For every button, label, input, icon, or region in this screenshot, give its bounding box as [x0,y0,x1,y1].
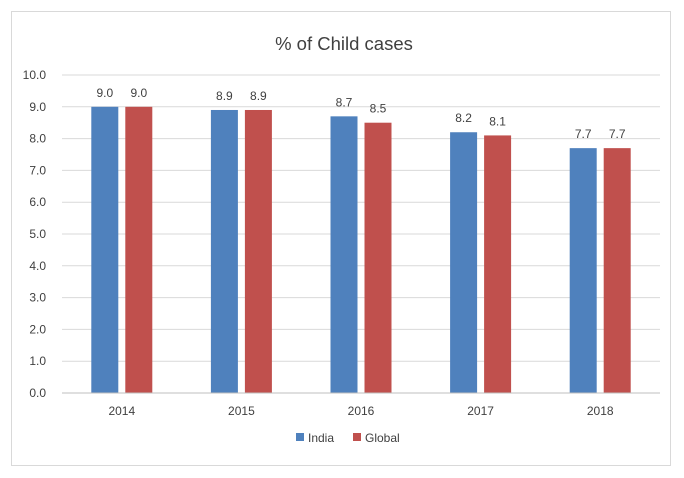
legend: India Global [296,431,400,445]
legend-label-india: India [308,431,334,445]
bar-global-2015 [244,109,272,393]
y-tick-label: 1.0 [29,354,46,368]
y-tick-label: 2.0 [29,322,46,336]
data-label-india-2018: 7.7 [575,127,592,141]
bar-global-2018 [603,148,631,393]
bar-india-2015 [210,109,238,393]
x-tick-label: 2016 [348,404,375,418]
x-tick-label: 2015 [228,404,255,418]
data-label-global-2018: 7.7 [609,127,626,141]
legend-label-global: Global [365,431,400,445]
x-tick-label: 2018 [587,404,614,418]
y-tick-label: 6.0 [29,195,46,209]
legend-swatch-india [296,433,304,441]
legend-swatch-global [353,433,361,441]
chart-title: % of Child cases [275,33,413,54]
x-tick-label: 2017 [467,404,494,418]
data-label-global-2014: 9.0 [130,86,147,100]
y-axis: 0.0 1.0 2.0 3.0 4.0 5.0 6.0 7.0 8.0 9.0 10.0 [23,68,47,400]
bar-global-2017 [484,135,512,394]
bar-india-2018 [569,148,597,393]
y-tick-label: 0.0 [29,386,46,400]
data-labels: 9.0 9.0 8.9 8.9 8.7 8.5 8.2 8.1 7.7 7.7 [96,86,625,141]
bar-india-2016 [330,116,358,393]
data-label-global-2017: 8.1 [489,114,506,128]
y-tick-label: 7.0 [29,163,46,177]
data-label-india-2017: 8.2 [455,111,472,125]
y-tick-label: 9.0 [29,100,46,114]
bar-india-2017 [450,132,478,394]
bar-global-2016 [364,122,392,393]
data-label-global-2016: 8.5 [370,102,387,116]
y-tick-label: 3.0 [29,291,46,305]
y-tick-label: 8.0 [29,132,46,146]
data-label-india-2015: 8.9 [216,89,233,103]
data-label-india-2014: 9.0 [96,86,113,100]
y-tick-label: 4.0 [29,259,46,273]
bars [91,106,631,394]
y-tick-label: 10.0 [23,68,47,82]
x-axis: 2014 2015 2016 2017 2018 [62,392,660,418]
y-tick-label: 5.0 [29,227,46,241]
bar-global-2014 [125,106,153,394]
data-label-global-2015: 8.9 [250,89,267,103]
bar-india-2014 [91,106,119,394]
x-tick-label: 2014 [108,404,135,418]
data-label-india-2016: 8.7 [336,95,353,109]
